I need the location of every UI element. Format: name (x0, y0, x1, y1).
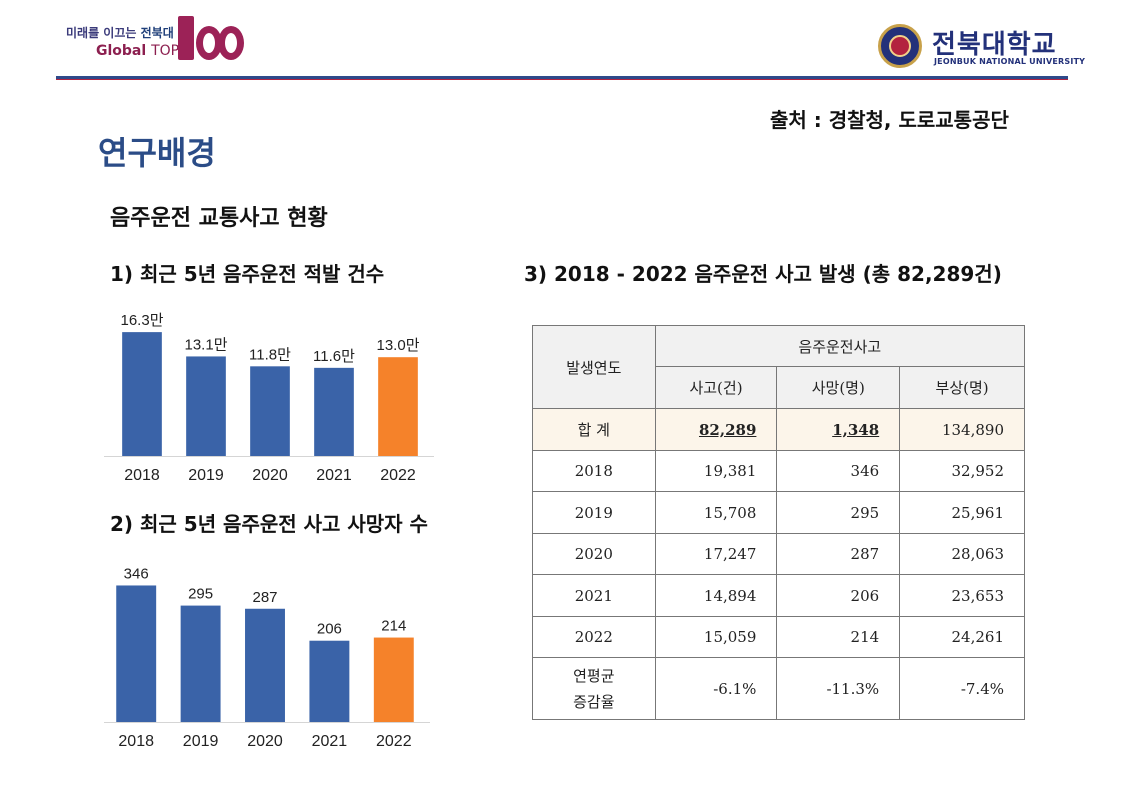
table-row: 2019 15,708 295 25,961 (532, 491, 1025, 534)
section-2-title: 2) 최근 5년 음주운전 사고 사망자 수 (110, 512, 428, 536)
rate-injuries: -7.4% (899, 657, 1025, 720)
row-year: 2021 (532, 574, 656, 617)
row-year: 2022 (532, 616, 656, 658)
bar-2021 (309, 640, 350, 722)
table-header-row: 발생연도 음주운전사고 (532, 325, 1026, 409)
row-deaths: 346 (776, 450, 901, 492)
slogan-brand: 전북대 (140, 26, 174, 40)
dui-deaths-chart-svg: 346 2018 295 2019 287 2020 206 2021 214 2022 (104, 565, 430, 750)
row-deaths: 295 (776, 491, 901, 534)
bar-2018 (122, 332, 162, 456)
dui-accident-table: 발생연도 음주운전사고 사고(건) 사망(명) 부상(명) 합 계 82,289… (532, 325, 1026, 720)
table-row: 2022 15,059 214 24,261 (532, 616, 1025, 658)
top-label: TOP (151, 43, 180, 59)
global-top-100-logo: 미래를 이끄는 전북대 Global TOP (60, 14, 250, 70)
row-year: 2020 (532, 533, 656, 575)
bar-2019 (186, 356, 226, 456)
row-injuries: 24,261 (899, 616, 1025, 658)
table-total-row: 합 계 82,289 1,348 134,890 (532, 408, 1025, 451)
bar-2020 (245, 608, 285, 722)
row-accidents: 19,381 (654, 450, 778, 492)
row-accidents: 15,708 (654, 491, 778, 534)
bar-2022 (378, 357, 418, 456)
data-label-2021: 11.6만 (313, 348, 355, 365)
row-injuries: 23,653 (899, 574, 1025, 617)
data-label-2022: 214 (381, 618, 406, 635)
global-top-text: Global TOP (96, 43, 179, 59)
table-row: 2018 19,381 346 32,952 (532, 450, 1025, 492)
data-label-2019: 295 (188, 586, 213, 603)
header-dui-accidents: 음주운전사고 (654, 325, 1026, 367)
header-injuries: 부상(명) (899, 366, 1025, 409)
data-label-2022: 13.0만 (377, 337, 420, 354)
university-logo: 전북대학교 JEONBUK NATIONAL UNIVERSITY (878, 22, 1085, 72)
slogan-text: 미래를 이끄는 전북대 (66, 24, 174, 41)
row-accidents: 15,059 (654, 616, 778, 658)
row-year: 2019 (532, 491, 656, 534)
dui-deaths-chart: 346 2018 295 2019 287 2020 206 2021 214 2022 (104, 556, 434, 756)
page-title: 연구배경 (98, 134, 216, 172)
header-divider-accent (56, 79, 1068, 80)
total-injuries: 134,890 (899, 408, 1025, 451)
row-year: 2018 (532, 450, 656, 492)
bar-2020 (250, 366, 290, 456)
header-accidents: 사고(건) (654, 366, 778, 409)
x-tick-2019: 2019 (188, 467, 224, 484)
x-tick-2018: 2018 (118, 733, 154, 750)
dui-arrests-chart-svg: 16.3만 2018 13.1만 2019 11.8만 2020 11.6만 2021 13.0… (104, 312, 434, 484)
section-1-title: 1) 최근 5년 음주운전 적발 건수 (110, 262, 385, 286)
slogan-lead: 미래를 이끄는 (66, 26, 137, 40)
dui-arrests-chart: 16.3만 2018 13.1만 2019 11.8만 2020 11.6만 2021 13.0… (104, 298, 434, 493)
row-injuries: 32,952 (899, 450, 1025, 492)
rate-label-line1: 연평균 (573, 666, 615, 685)
data-label-2020: 11.8만 (249, 346, 291, 363)
row-accidents: 14,894 (654, 574, 778, 617)
university-name-ko: 전북대학교 (932, 30, 1057, 60)
total-label: 합 계 (532, 408, 656, 451)
data-label-2018: 346 (124, 565, 149, 582)
x-tick-2022: 2022 (376, 733, 412, 750)
table-row: 2020 17,247 287 28,063 (532, 533, 1025, 575)
table-row: 2021 14,894 206 23,653 (532, 574, 1025, 617)
row-deaths: 287 (776, 533, 901, 575)
x-tick-2018: 2018 (124, 467, 160, 484)
x-tick-2022: 2022 (380, 467, 416, 484)
data-label-2018: 16.3만 (121, 312, 164, 329)
university-seal-icon (878, 24, 922, 68)
data-label-2019: 13.1만 (185, 336, 228, 353)
row-deaths: 206 (776, 574, 901, 617)
total-accidents: 82,289 (654, 408, 778, 451)
source-note: 출처 : 경찰청, 도로교통공단 (770, 108, 1009, 132)
page-subtitle: 음주운전 교통사고 현황 (110, 206, 328, 231)
header-divider (56, 76, 1068, 79)
header-year: 발생연도 (532, 325, 656, 409)
row-injuries: 28,063 (899, 533, 1025, 575)
rate-label-line2: 증감율 (573, 692, 615, 711)
university-name-en: JEONBUK NATIONAL UNIVERSITY (934, 57, 1086, 66)
section-3-title: 3) 2018 - 2022 음주운전 사고 발생 (총 82,289건) (524, 262, 1002, 286)
row-injuries: 25,961 (899, 491, 1025, 534)
bar-2022 (373, 637, 414, 722)
rate-deaths: -11.3% (776, 657, 901, 720)
bar-2019 (180, 605, 221, 722)
data-label-2020: 287 (252, 589, 277, 606)
rate-accidents: -6.1% (654, 657, 778, 720)
bar-2021 (314, 367, 354, 456)
data-label-2021: 206 (317, 621, 342, 638)
global-label: Global (96, 43, 147, 59)
x-tick-2021: 2021 (312, 733, 348, 750)
table-rate-row: 연평균 증감율 -6.1% -11.3% -7.4% (532, 657, 1025, 720)
row-accidents: 17,247 (654, 533, 778, 575)
x-tick-2019: 2019 (183, 733, 219, 750)
header-deaths: 사망(명) (776, 366, 901, 409)
x-tick-2020: 2020 (252, 467, 288, 484)
table-subheader-row: 사고(건) 사망(명) 부상(명) (533, 366, 1025, 409)
bar-2018 (116, 585, 157, 722)
total-deaths: 1,348 (776, 408, 901, 451)
hundred-mark-icon (178, 16, 246, 64)
rate-label: 연평균 증감율 (532, 657, 656, 720)
x-tick-2020: 2020 (247, 733, 283, 750)
x-tick-2021: 2021 (316, 467, 352, 484)
row-deaths: 214 (776, 616, 901, 658)
